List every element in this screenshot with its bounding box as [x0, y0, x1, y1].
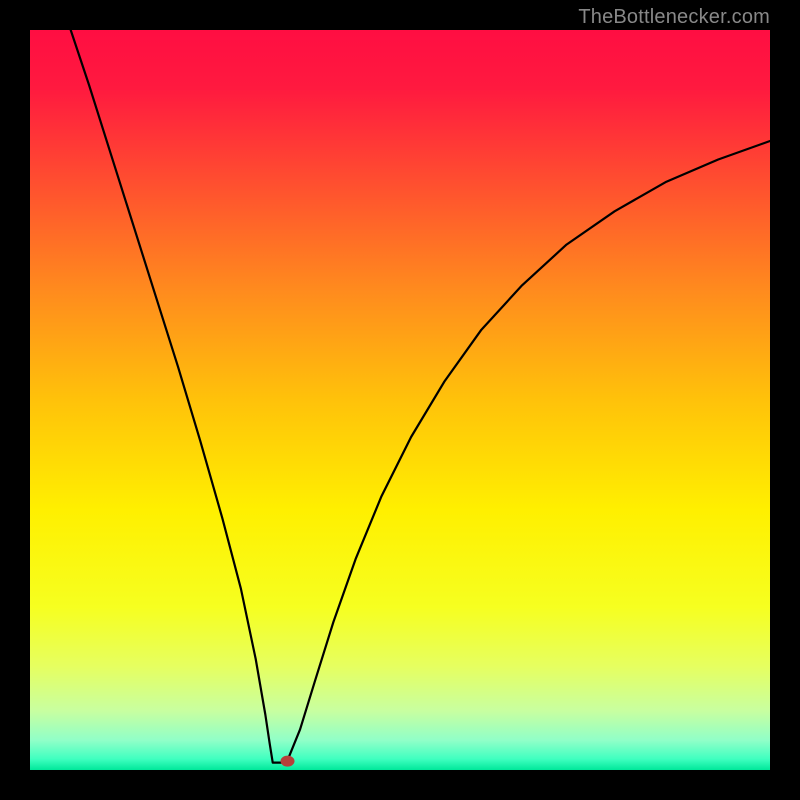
chart-frame: TheBottlenecker.com [0, 0, 800, 800]
watermark-text: TheBottlenecker.com [578, 6, 770, 29]
minimum-marker [281, 756, 295, 767]
gradient-background [30, 30, 770, 770]
plot-svg [30, 30, 770, 770]
plot-area [30, 30, 770, 770]
